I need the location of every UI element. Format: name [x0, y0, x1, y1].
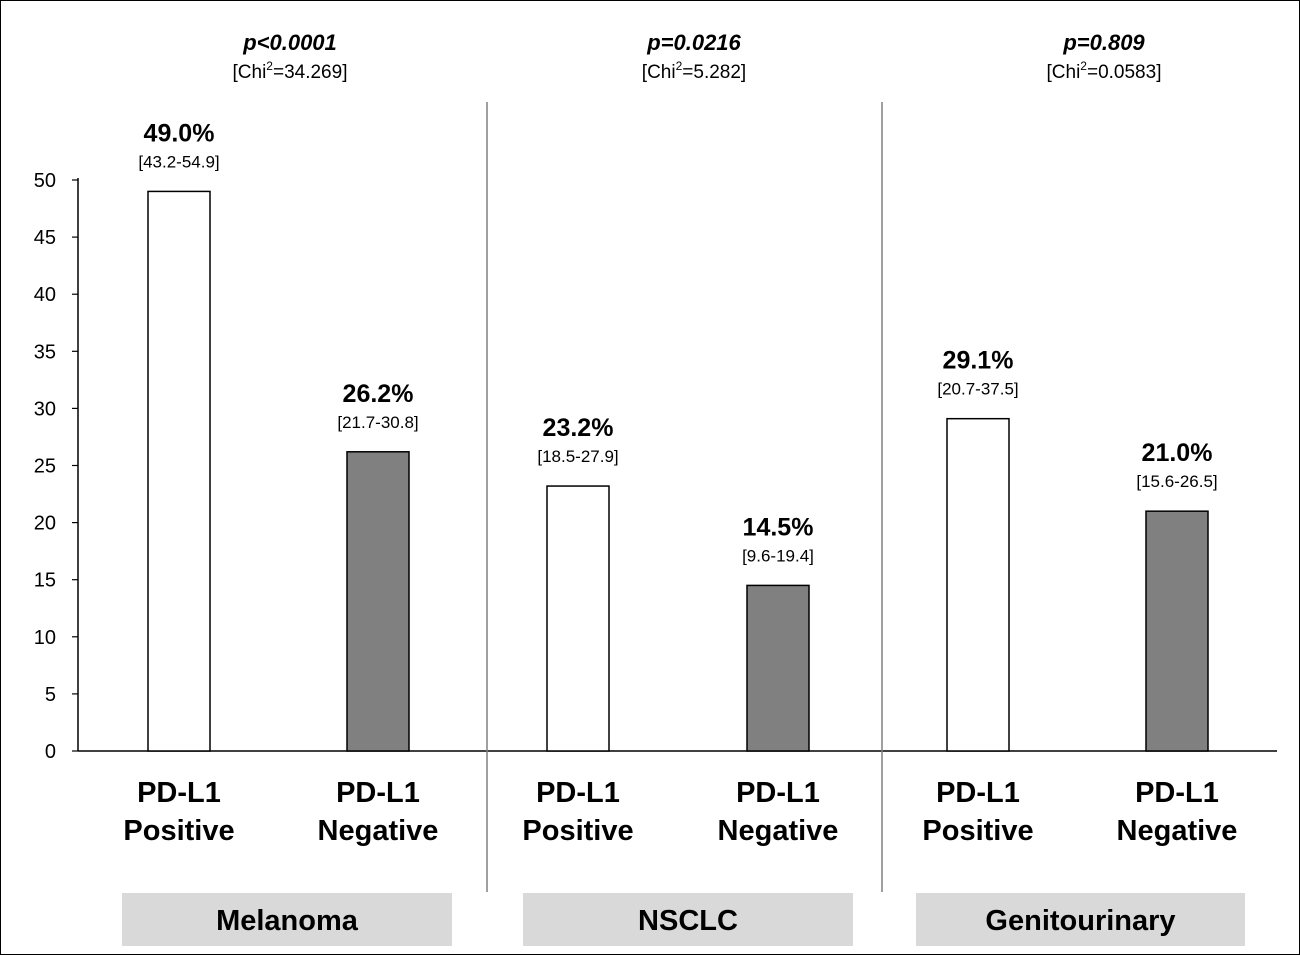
- x-category-label-line1: PD-L1: [936, 777, 1020, 809]
- group-label-box: [122, 893, 452, 946]
- x-category-label-line2: Positive: [922, 815, 1033, 847]
- chi-square-label: [Chi2=5.282]: [642, 59, 746, 83]
- bar-genitourinary-pd-l1-negative: [1145, 510, 1209, 752]
- x-category-label-line2: Negative: [718, 815, 839, 847]
- x-category-label-line2: Negative: [318, 815, 439, 847]
- group-label-box: [916, 893, 1245, 946]
- y-tick-label: 45: [34, 227, 56, 249]
- bar-ci-label: [21.7-30.8]: [337, 413, 418, 432]
- x-category-label-line2: Positive: [123, 815, 234, 847]
- x-category-label-line2: Positive: [522, 815, 633, 847]
- p-value-label: p=0.0216: [646, 30, 741, 55]
- y-tick-label: 30: [34, 398, 56, 420]
- group-label: NSCLC: [638, 905, 738, 937]
- x-category-label-line1: PD-L1: [1135, 777, 1219, 809]
- x-category-label-line1: PD-L1: [536, 777, 620, 809]
- y-tick-label: 10: [34, 627, 56, 649]
- bar-value-label: 14.5%: [743, 513, 814, 541]
- chi-square-label: [Chi2=34.269]: [233, 59, 348, 83]
- y-tick-label: 5: [45, 684, 56, 706]
- x-category-label-line2: Negative: [1117, 815, 1238, 847]
- y-tick-label: 15: [34, 570, 56, 592]
- y-tick-label: 0: [45, 741, 56, 763]
- y-tick-label: 35: [34, 341, 56, 363]
- chi-square-label: [Chi2=0.0583]: [1047, 59, 1162, 83]
- bar-ci-label: [15.6-26.5]: [1136, 472, 1217, 491]
- bar-value-label: 21.0%: [1142, 439, 1213, 467]
- bar-ci-label: [9.6-19.4]: [742, 546, 814, 565]
- p-value-label: p<0.0001: [242, 30, 337, 55]
- group-label: Melanoma: [216, 905, 359, 937]
- bar-genitourinary-pd-l1-positive: [946, 417, 1010, 752]
- x-category-label-line1: PD-L1: [137, 777, 221, 809]
- bar-value-label: 26.2%: [343, 380, 414, 408]
- bar-nsclc-pd-l1-negative: [746, 584, 810, 752]
- y-tick-label: 20: [34, 513, 56, 535]
- bar-ci-label: [43.2-54.9]: [138, 152, 219, 171]
- y-tick-label: 50: [34, 170, 56, 192]
- bar-melanoma-pd-l1-positive: [147, 190, 211, 752]
- p-value-label: p=0.809: [1062, 30, 1145, 55]
- x-category-label-line1: PD-L1: [736, 777, 820, 809]
- bar-nsclc-pd-l1-positive: [546, 485, 610, 752]
- bar-value-label: 23.2%: [543, 414, 614, 442]
- group-label-box: [523, 893, 853, 946]
- y-tick-label: 40: [34, 284, 56, 306]
- y-tick-label: 25: [34, 456, 56, 478]
- bar-melanoma-pd-l1-negative: [346, 451, 410, 752]
- group-label: Genitourinary: [985, 905, 1175, 937]
- bar-ci-label: [18.5-27.9]: [537, 447, 618, 466]
- bar-value-label: 29.1%: [943, 347, 1014, 375]
- x-category-label-line1: PD-L1: [336, 777, 420, 809]
- bar-ci-label: [20.7-37.5]: [937, 380, 1018, 399]
- bar-value-label: 49.0%: [144, 119, 215, 147]
